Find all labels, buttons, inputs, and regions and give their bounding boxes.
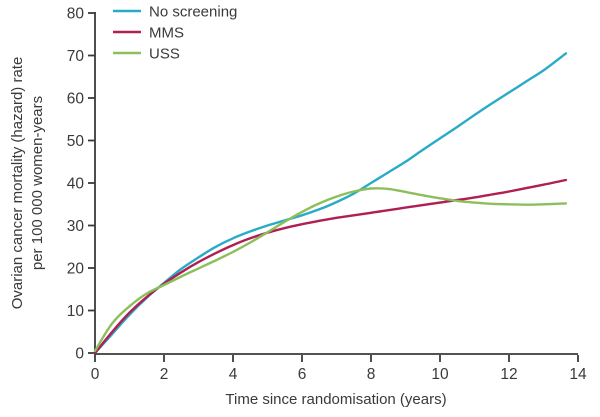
- legend-item-no-screening: No screening: [113, 3, 237, 20]
- x-tick-label: 2: [160, 366, 169, 383]
- x-tick-label: 0: [91, 366, 100, 383]
- y-tick-label: 0: [75, 345, 84, 362]
- x-axis-title: Time since randomisation (years): [225, 391, 446, 408]
- legend: No screening MMS USS: [113, 3, 237, 62]
- series-line-uss: [93, 187, 568, 353]
- x-tick-label: 12: [500, 366, 517, 383]
- x-tick-label: 4: [229, 366, 238, 383]
- y-tick-label: 20: [67, 260, 85, 277]
- legend-label: No screening: [149, 3, 237, 20]
- legend-item-uss: USS: [113, 45, 180, 62]
- axes: 0 10 20 30 40 50 60 70 80 0 2 4 6 8 10 12 14: [67, 5, 587, 383]
- y-tick-label: 50: [67, 133, 85, 150]
- series-lines: [93, 52, 568, 355]
- x-tick-label: 6: [298, 366, 307, 383]
- y-tick-label: 30: [67, 218, 85, 235]
- y-axis-title-line1: Ovarian cancer mortality (hazard) rate: [9, 57, 26, 310]
- y-tick-label: 10: [67, 303, 85, 320]
- series-line-no-screening: [93, 52, 568, 355]
- y-tick-label: 80: [67, 5, 85, 22]
- legend-label: USS: [149, 45, 180, 62]
- legend-item-mms: MMS: [113, 24, 184, 41]
- y-tick-label: 70: [67, 48, 85, 65]
- y-tick-label: 60: [67, 90, 85, 107]
- y-axis-title-line2: per 100 000 women-years: [29, 96, 46, 270]
- y-tick-label: 40: [67, 175, 85, 192]
- legend-label: MMS: [149, 24, 184, 41]
- x-tick-label: 14: [569, 366, 587, 383]
- x-tick-label: 10: [431, 366, 449, 383]
- x-tick-label: 8: [367, 366, 376, 383]
- series-line-mms: [93, 178, 568, 355]
